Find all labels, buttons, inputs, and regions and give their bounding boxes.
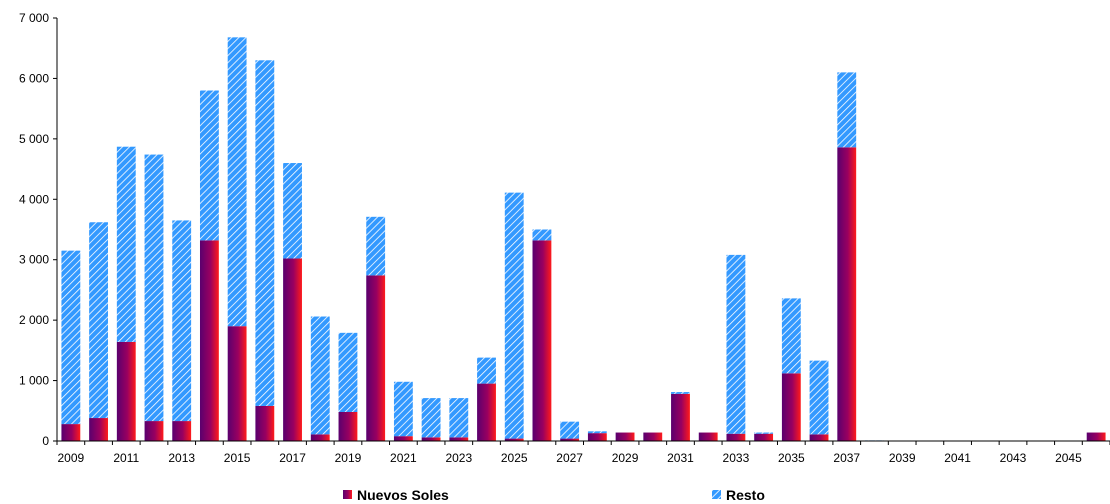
y-tick-label: 0 [42,434,49,448]
bar-nuevos-soles-2026 [532,240,552,441]
bar-nuevos-soles-2021 [393,436,413,441]
bar-nuevos-soles-2016 [255,405,275,441]
bar-nuevos-soles-2012 [144,421,164,441]
bar-nuevos-soles-2032 [698,432,718,441]
bar-nuevos-soles-2022 [421,437,441,441]
bar-nuevos-soles-2015 [227,326,247,441]
x-tick-label: 2017 [279,451,306,465]
y-tick-label: 6 000 [19,71,49,85]
bar-resto-2025 [504,192,524,439]
bar-resto-2037 [837,72,857,148]
x-tick-label: 2013 [168,451,195,465]
x-tick-label: 2019 [335,451,362,465]
bar-resto-2009 [61,250,81,425]
bar-nuevos-soles-2029 [615,432,635,441]
x-tick-label: 2033 [723,451,750,465]
legend-label-nuevos-soles: Nuevos Soles [357,487,449,503]
y-tick-label: 5 000 [19,132,49,146]
bar-nuevos-soles-2028 [587,433,607,441]
bar-resto-2014 [199,90,219,241]
bar-resto-2022 [421,398,441,438]
bar-resto-2024 [477,357,496,384]
bar-resto-2015 [227,37,247,327]
x-tick-label: 2043 [1000,451,1027,465]
bar-nuevos-soles-2014 [199,240,219,441]
legend-label-resto: Resto [726,487,765,503]
legend-swatch-nuevos-soles [343,490,352,499]
bar-nuevos-soles-2009 [61,424,81,441]
x-tick-label: 2029 [612,451,639,465]
x-tick-label: 2011 [113,451,139,465]
y-tick-label: 3 000 [19,253,49,267]
bar-resto-2012 [144,154,164,422]
y-tick-label: 2 000 [19,313,49,327]
bar-resto-2018 [310,316,330,435]
legend-swatch-resto [712,490,721,499]
bar-nuevos-soles-2037 [837,147,857,441]
x-tick-label: 2031 [667,451,694,465]
bar-nuevos-soles-2031 [671,393,690,441]
bar-nuevos-soles-2024 [477,383,496,441]
bar-resto-2017 [283,163,302,259]
bar-resto-2021 [393,381,413,437]
bar-nuevos-soles-2035 [781,373,801,441]
x-tick-label: 2015 [224,451,251,465]
bar-resto-2035 [781,298,801,374]
bar-resto-2010 [89,222,108,419]
x-tick-label: 2009 [58,451,85,465]
x-tick-label: 2037 [833,451,860,465]
x-tick-label: 2021 [390,451,417,465]
bar-nuevos-soles-2027 [560,438,580,441]
bar-resto-2028 [587,431,607,434]
bar-nuevos-soles-2030 [643,432,663,441]
bar-nuevos-soles-2019 [338,411,358,441]
bar-resto-2026 [532,229,552,241]
legend: Nuevos Soles Resto [343,487,765,503]
bar-nuevos-soles-2023 [449,437,469,441]
bar-resto-2016 [255,60,275,406]
y-tick-label: 4 000 [19,192,49,206]
bar-resto-2020 [366,216,386,276]
bar-resto-2031 [671,392,690,394]
y-tick-label: 1 000 [19,374,49,388]
y-tick-label: 7 000 [19,11,49,25]
bar-nuevos-soles-2010 [89,418,108,441]
x-axis: 2009 2011 2013 2015 2017 2019 2021 2023 2025 2027… [56,440,1110,465]
bar-nuevos-soles-2025 [504,438,524,441]
bar-nuevos-soles-2020 [366,275,386,441]
x-tick-label: 2045 [1055,451,1082,465]
bars [61,37,1106,442]
bar-resto-2033 [726,254,746,434]
y-axis: 0 1 000 2 000 3 000 4 000 5 000 6 000 7 000 [19,11,58,448]
x-tick-label: 2027 [556,451,583,465]
x-tick-label: 2023 [445,451,472,465]
bar-nuevos-soles-2034 [754,433,774,441]
bar-resto-2023 [449,398,469,438]
bar-resto-2027 [560,421,580,439]
bar-nuevos-soles-2018 [310,434,330,441]
bar-resto-2011 [116,146,136,342]
bar-nuevos-soles-2033 [726,433,746,441]
x-tick-label: 2039 [889,451,916,465]
x-tick-label: 2035 [778,451,805,465]
bar-nuevos-soles-2046 [1086,432,1106,441]
bar-nuevos-soles-2036 [809,434,829,441]
bar-nuevos-soles-2011 [116,341,136,441]
x-tick-label: 2041 [944,451,971,465]
x-tick-label: 2025 [501,451,528,465]
bar-resto-2019 [338,332,358,412]
bar-resto-2034 [754,432,774,434]
bar-resto-2036 [809,360,829,435]
bar-nuevos-soles-2013 [172,421,192,441]
bar-resto-2013 [172,220,192,422]
bar-nuevos-soles-2017 [283,258,302,441]
